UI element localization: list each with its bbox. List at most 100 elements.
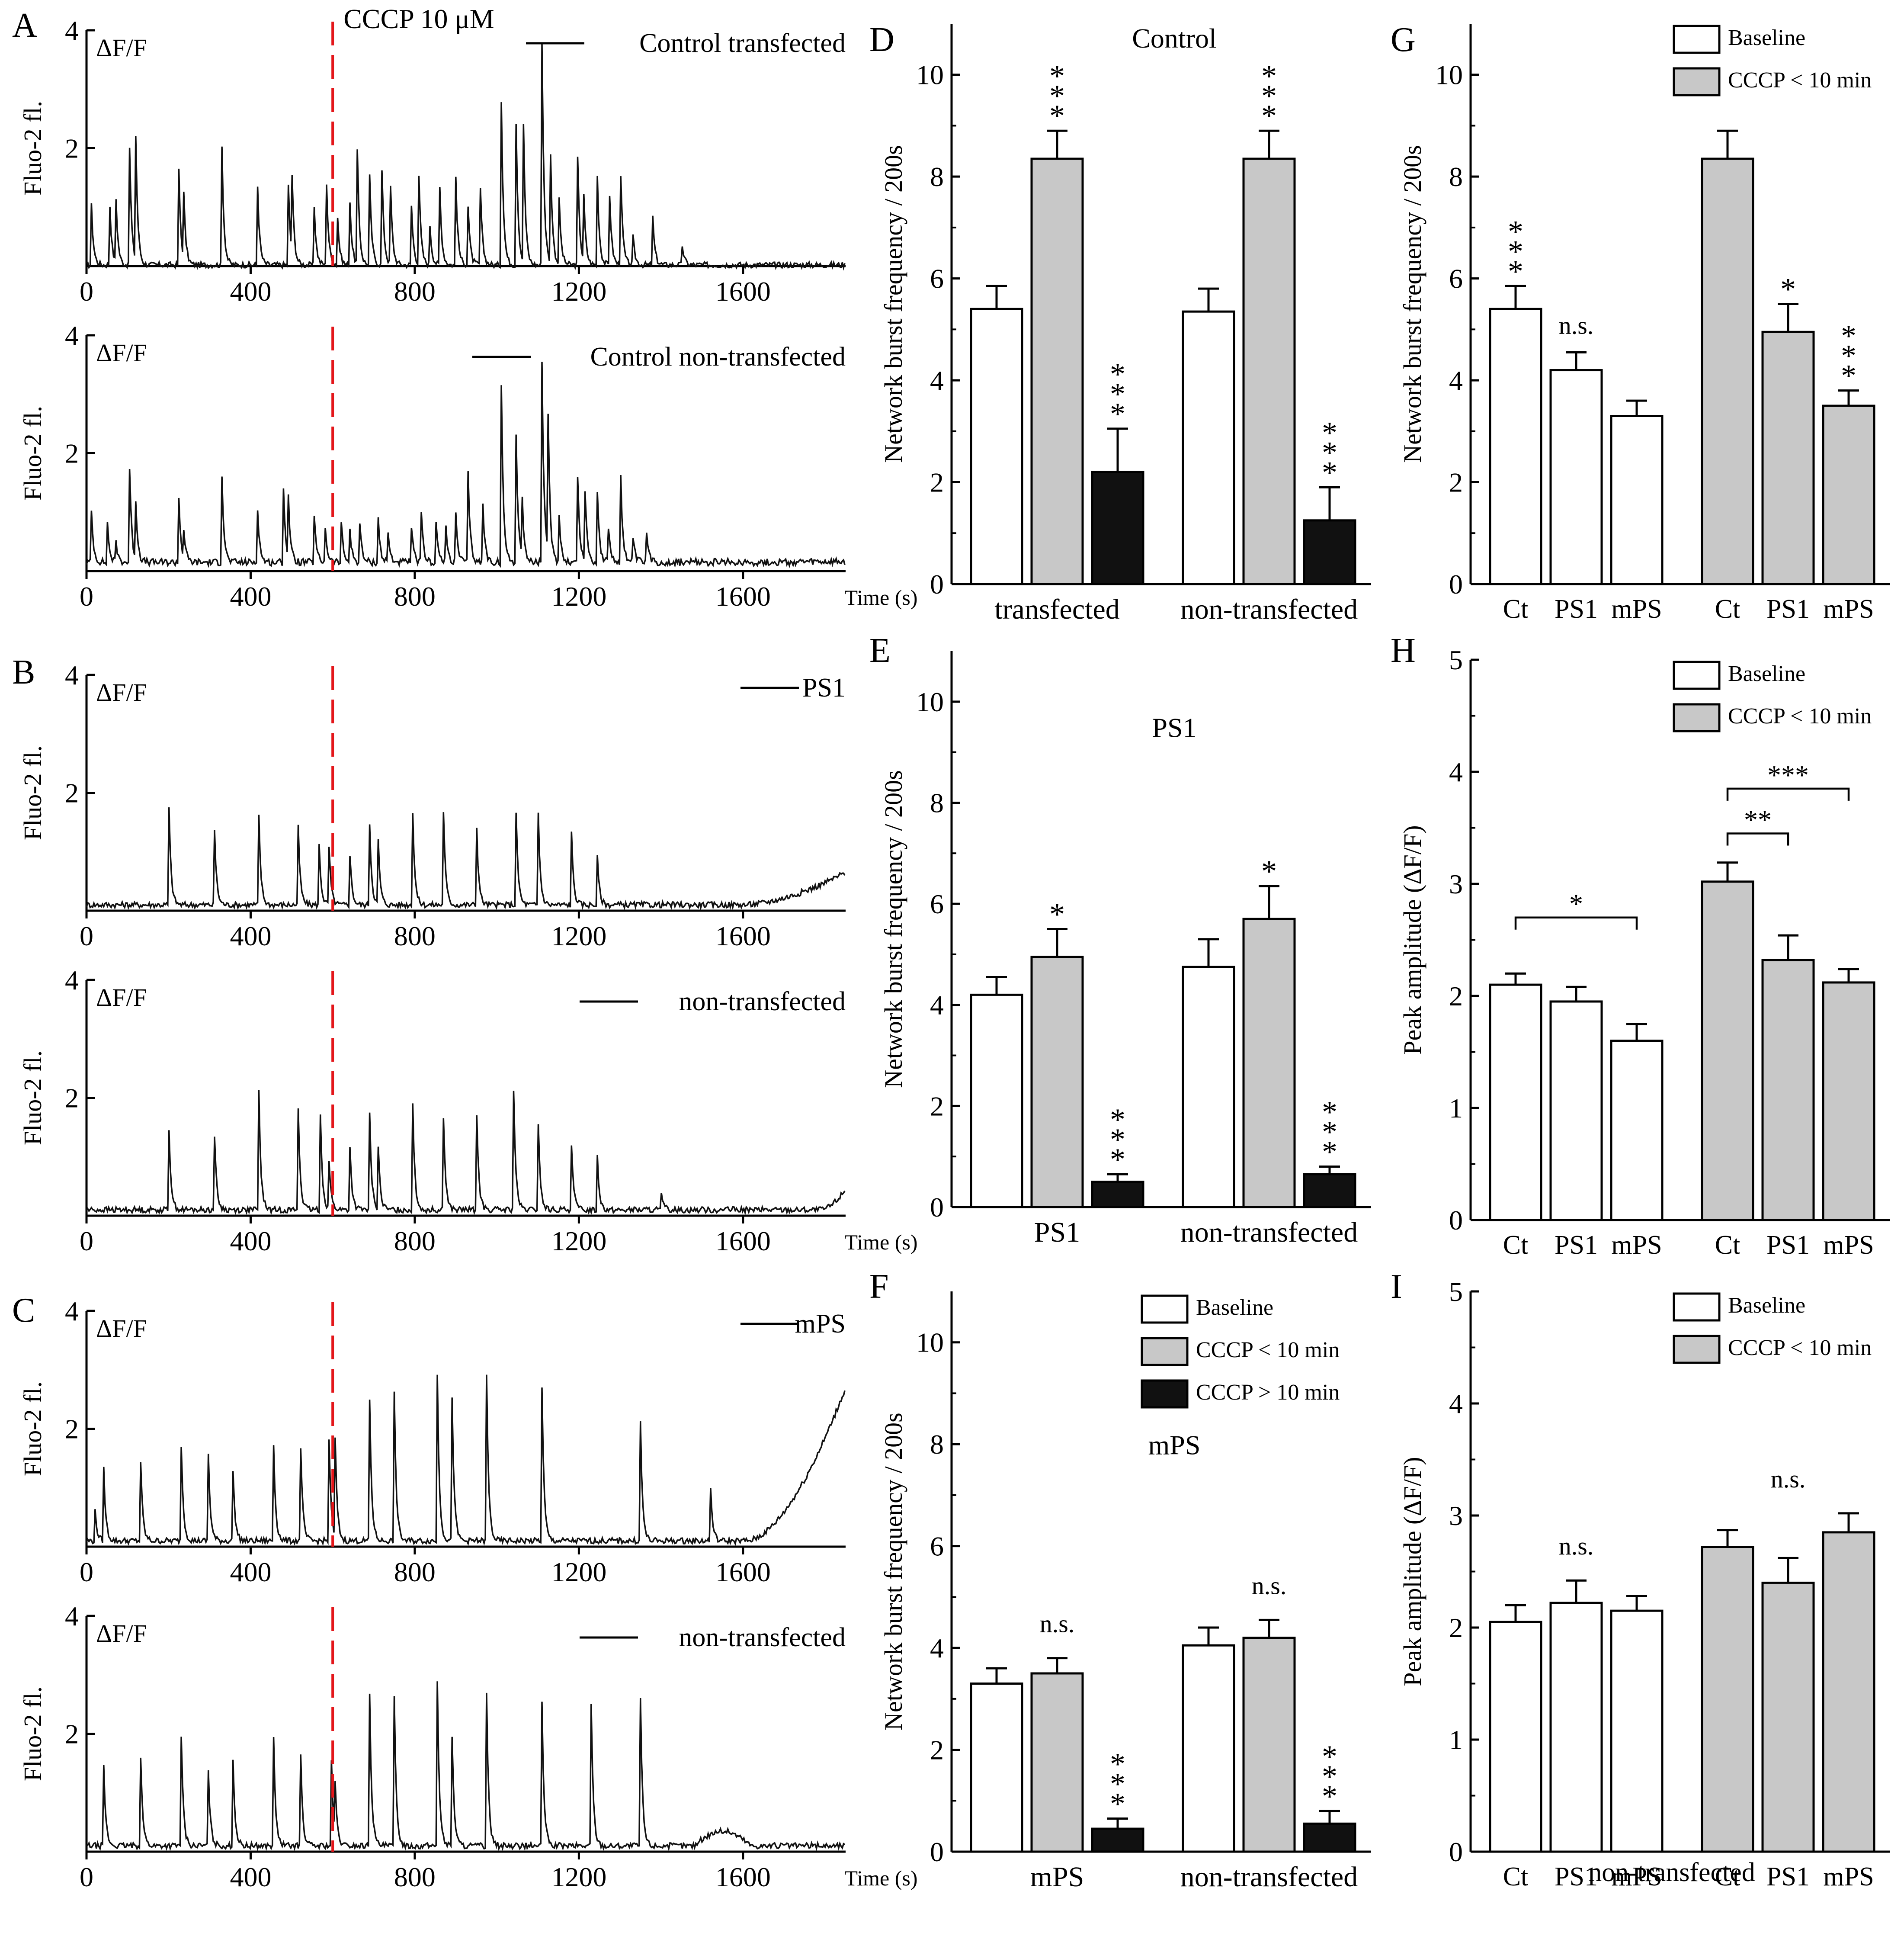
bar [1822,981,1875,1221]
category-label: mPS [1611,1862,1662,1891]
category-label: PS1 [1766,594,1810,624]
y-tick-label: 4 [65,15,79,46]
significance-star: * [1110,1122,1125,1157]
delta-f-label: ΔF/F [96,1619,147,1647]
significance-star: * [1508,254,1523,289]
bar [970,993,1023,1208]
y-axis-title: Fluo-2 fl. [19,1050,47,1145]
panel-label-c: C [12,1291,35,1329]
y-tick-label: 2 [1449,1612,1463,1643]
x-tick-label: 800 [394,1557,436,1587]
group-significance: n.s. [1771,1465,1806,1493]
legend-cccp-lt-label: CCCP < 10 min [1728,704,1872,729]
time-axis-label: Time (s) [844,1230,917,1254]
calcium-trace [86,1090,846,1216]
category-label: PS1 [1555,1230,1598,1260]
y-axis-title: Peak amplitude (ΔF/F) [1398,1457,1426,1686]
bar [1761,959,1815,1221]
y-tick-label: 0 [930,569,944,600]
bar-chart-h: 0 1 2 3 4 5 Peak amplitude (ΔF/F) Ct PS1 mPS Ct PS1… [1398,645,1890,1260]
y-tick-label: 1 [1449,1724,1463,1755]
significance-star: * [1049,79,1065,113]
y-axis-title: Fluo-2 fl. [19,745,47,840]
legend-baseline-label: Baseline [1728,26,1805,50]
x-tick-label: 1600 [715,1557,771,1587]
category-label: PS1 [1766,1862,1810,1891]
group-label: transfected [994,594,1120,625]
bar [1822,405,1875,585]
y-tick-label: 8 [930,1429,944,1460]
y-tick-label: 4 [65,320,79,351]
x-tick-label: 1600 [715,1226,771,1256]
y-tick-label: 4 [1449,365,1463,396]
x-tick-label: 1600 [715,276,771,307]
panel-title: Control [1132,23,1217,54]
legend-cccp-lt-label: CCCP < 10 min [1196,1338,1340,1362]
significance-star: * [1322,1739,1337,1774]
y-tick-label: 4 [65,660,79,690]
trace-plot-a-1: 2 4 0 400 800 1200 1600 ΔF/F Fluo-2 fl. Control t… [19,3,846,307]
y-tick-label: 2 [1449,981,1463,1011]
significance-star: * [1110,1102,1125,1137]
legend-cccp-gt-swatch [1141,1379,1189,1409]
significance-star: * [1322,1759,1337,1794]
bar [1091,1181,1144,1208]
y-tick-label: 2 [65,1414,79,1445]
category-label: Ct [1503,1230,1529,1260]
y-axis-title: Peak amplitude (ΔF/F) [1398,825,1426,1054]
legend-cccp-gt-label: CCCP > 10 min [1196,1380,1340,1405]
group-significance: n.s. [1559,1532,1594,1560]
significance-bracket [1514,916,1638,930]
time-axis-label: Time (s) [844,1866,917,1890]
x-axis-title: non-transfected [1588,1858,1755,1887]
x-tick-label: 0 [80,1862,93,1892]
y-tick-label: 10 [916,687,944,717]
bar [1242,157,1296,585]
y-axis-title: Fluo-2 fl. [19,101,47,196]
y-tick-label: 2 [65,438,79,469]
bar-chart-i: 0 1 2 3 4 5 Peak amplitude (ΔF/F) Ct PS1 mPS n.s. C… [1398,1276,1890,1891]
y-tick-label: 8 [930,161,944,192]
trace-plot-c-2: 2 4 0 400 800 1200 1600 ΔF/F Fluo-2 fl. Time (s) n… [19,1601,918,1892]
significance-star: * [1322,1115,1337,1150]
bar [1701,157,1754,585]
legend-cccp-lt-swatch [1141,1337,1189,1366]
significance-star: * [1049,59,1065,93]
y-tick-label: 4 [1449,757,1463,787]
y-tick-label: 6 [930,889,944,919]
x-tick-label: 1600 [715,921,771,951]
y-tick-label: 4 [65,965,79,995]
y-tick-label: 2 [65,778,79,809]
trace-legend-label: mPS [795,1309,846,1339]
y-axis-title: Network burst frequency / 200s [879,1413,907,1731]
trace-plot-b-1: 2 4 0 400 800 1200 1600 ΔF/F Fluo-2 fl. PS1 [19,660,846,951]
bar [1242,1637,1296,1853]
significance-star: * [1110,357,1125,392]
x-tick-label: 0 [80,1226,93,1256]
y-tick-label: 6 [930,1531,944,1562]
panel-label-d: D [869,21,894,59]
y-tick-label: 10 [916,1327,944,1358]
y-tick-label: 4 [1449,1388,1463,1419]
bar [1610,1040,1664,1221]
category-label: PS1 [1555,594,1598,624]
y-tick-label: 2 [930,1735,944,1766]
trace-plot-a-2: 2 4 0 400 800 1200 1600 ΔF/F Fluo-2 fl. Time (s) C… [19,320,918,612]
bar [1761,331,1815,585]
trace-legend-label: PS1 [802,673,846,703]
y-tick-label: 6 [1449,263,1463,294]
bracket-label: * [1569,889,1583,919]
significance-bracket [1726,832,1789,846]
y-tick-label: 10 [1435,60,1463,90]
legend-baseline-swatch [1673,25,1721,54]
x-tick-label: 800 [394,581,436,612]
significance-star: * [1508,234,1523,269]
group-significance: n.s. [1559,311,1594,340]
bracket-label: *** [1767,760,1809,790]
trace-legend-label: non-transfected [679,1623,846,1652]
x-tick-label: 1200 [551,1557,606,1587]
bar [1761,1581,1815,1853]
